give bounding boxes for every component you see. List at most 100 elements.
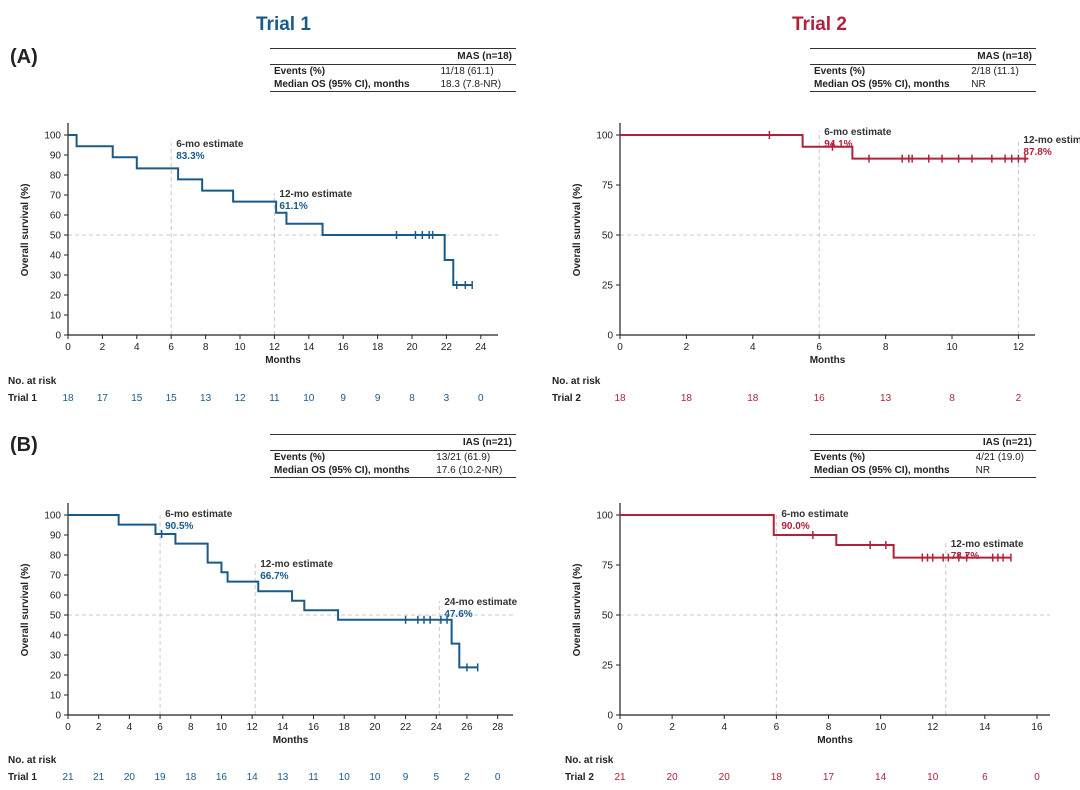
estimate-label: 12-mo estimate bbox=[1023, 135, 1080, 146]
risk-row-b1: 21 21 20 19 18 16 14 13 11 10 10 9 5 2 0 bbox=[0, 772, 540, 786]
x-tick-label: 6 bbox=[816, 342, 822, 353]
risk-value: 20 bbox=[666, 772, 678, 783]
stats-median-value: 17.6 (10.2-NR) bbox=[432, 464, 516, 478]
stats-header: MAS (n=18) bbox=[967, 48, 1036, 65]
stats-median-value: NR bbox=[971, 464, 1036, 478]
y-tick-label: 100 bbox=[596, 511, 613, 522]
x-tick-label: 14 bbox=[979, 722, 991, 733]
stats-events-value: 4/21 (19.0) bbox=[975, 452, 1024, 463]
x-tick-label: 2 bbox=[100, 342, 106, 353]
stats-table-b1: IAS (n=21) Events (%) 13/21 (61.9) Median… bbox=[270, 434, 516, 478]
risk-row-a2: 18 18 18 16 13 8 2 bbox=[0, 393, 1080, 407]
risk-value: 17 bbox=[96, 393, 108, 404]
y-tick-label: 90 bbox=[50, 531, 62, 542]
risk-value: 18 bbox=[747, 393, 759, 404]
risk-value: 0 bbox=[494, 772, 501, 783]
y-tick-label: 20 bbox=[50, 671, 62, 682]
risk-value: 20 bbox=[123, 772, 135, 783]
y-tick-label: 80 bbox=[50, 171, 62, 182]
stats-median-label: Median OS (95% CI), months bbox=[810, 464, 972, 478]
estimate-label: 6-mo estimate bbox=[176, 139, 244, 150]
y-tick-label: 0 bbox=[607, 711, 613, 722]
x-tick-label: 8 bbox=[883, 342, 889, 353]
risk-label-a2: Trial 2 bbox=[552, 393, 581, 404]
x-tick-label: 16 bbox=[338, 342, 350, 353]
y-tick-label: 70 bbox=[50, 191, 62, 202]
stats-median-label: Median OS (95% CI), months bbox=[270, 78, 437, 92]
risk-value: 10 bbox=[369, 772, 381, 783]
risk-value: 5 bbox=[433, 772, 440, 783]
stats-table-b2: IAS (n=21) Events (%) 4/21 (19.0) Median … bbox=[810, 434, 1036, 478]
risk-label-b2: Trial 2 bbox=[565, 772, 594, 783]
y-tick-label: 40 bbox=[50, 631, 62, 642]
stats-header: MAS (n=18) bbox=[436, 48, 516, 65]
x-axis-label: Months bbox=[265, 355, 301, 366]
risk-value: 21 bbox=[614, 772, 626, 783]
risk-value: 11 bbox=[308, 772, 319, 783]
estimate-label: 12-mo estimate bbox=[279, 189, 352, 200]
x-tick-label: 12 bbox=[1013, 342, 1025, 353]
risk-value: 9 bbox=[374, 393, 381, 404]
risk-value: 18 bbox=[185, 772, 197, 783]
risk-label-b1: Trial 1 bbox=[8, 772, 37, 783]
risk-row-a1: 18 17 15 15 13 12 11 10 9 9 8 3 0 bbox=[0, 393, 540, 407]
estimate-value: 61.1% bbox=[279, 201, 307, 212]
stats-events-label: Events (%) bbox=[274, 66, 326, 77]
x-tick-label: 6 bbox=[168, 342, 174, 353]
y-tick-label: 30 bbox=[50, 651, 62, 662]
estimate-label: 12-mo estimate bbox=[951, 539, 1024, 550]
x-tick-label: 0 bbox=[65, 722, 71, 733]
risk-value: 15 bbox=[165, 393, 177, 404]
risk-value: 16 bbox=[813, 393, 825, 404]
risk-value: 3 bbox=[443, 393, 450, 404]
x-tick-label: 2 bbox=[684, 342, 690, 353]
estimate-value: 94.1% bbox=[824, 139, 852, 150]
y-tick-label: 50 bbox=[602, 611, 614, 622]
x-tick-label: 18 bbox=[339, 722, 351, 733]
y-tick-label: 50 bbox=[50, 231, 62, 242]
y-tick-label: 0 bbox=[607, 331, 613, 342]
risk-value: 12 bbox=[234, 393, 246, 404]
risk-value: 14 bbox=[875, 772, 887, 783]
y-tick-label: 30 bbox=[50, 271, 62, 282]
x-tick-label: 8 bbox=[188, 722, 194, 733]
x-tick-label: 28 bbox=[492, 722, 504, 733]
y-tick-label: 25 bbox=[602, 661, 614, 672]
risk-value: 15 bbox=[131, 393, 143, 404]
risk-value: 6 bbox=[982, 772, 988, 783]
x-tick-label: 24 bbox=[475, 342, 487, 353]
x-tick-label: 0 bbox=[617, 722, 623, 733]
risk-value: 9 bbox=[402, 772, 409, 783]
risk-value: 19 bbox=[154, 772, 166, 783]
x-tick-label: 20 bbox=[369, 722, 381, 733]
x-tick-label: 10 bbox=[216, 722, 228, 733]
risk-value: 10 bbox=[927, 772, 939, 783]
x-tick-label: 4 bbox=[127, 722, 133, 733]
stats-median-label: Median OS (95% CI), months bbox=[810, 78, 968, 92]
x-tick-label: 2 bbox=[96, 722, 102, 733]
panel-label-b: (B) bbox=[10, 434, 38, 456]
x-tick-label: 4 bbox=[134, 342, 140, 353]
survival-curve bbox=[68, 134, 473, 286]
x-tick-label: 6 bbox=[157, 722, 163, 733]
y-tick-label: 0 bbox=[55, 711, 61, 722]
estimate-value: 47.6% bbox=[444, 609, 472, 620]
x-axis-label: Months bbox=[817, 735, 853, 746]
x-tick-label: 12 bbox=[927, 722, 939, 733]
trial1-header: Trial 1 bbox=[256, 14, 311, 35]
survival-curve bbox=[68, 514, 478, 669]
risk-label-a1: Trial 1 bbox=[8, 393, 37, 404]
x-tick-label: 10 bbox=[234, 342, 246, 353]
x-tick-label: 22 bbox=[400, 722, 412, 733]
risk-value: 18 bbox=[614, 393, 626, 404]
x-tick-label: 2 bbox=[669, 722, 675, 733]
x-tick-label: 10 bbox=[946, 342, 958, 353]
x-tick-label: 22 bbox=[441, 342, 453, 353]
stats-events-value: 11/18 (61.1) bbox=[440, 66, 494, 77]
trial2-header: Trial 2 bbox=[792, 14, 847, 35]
y-axis-label: Overall survival (%) bbox=[20, 184, 31, 277]
x-tick-label: 16 bbox=[1031, 722, 1043, 733]
x-axis-label: Months bbox=[273, 735, 309, 746]
risk-value: 17 bbox=[822, 772, 835, 783]
stats-events-label: Events (%) bbox=[814, 66, 866, 77]
